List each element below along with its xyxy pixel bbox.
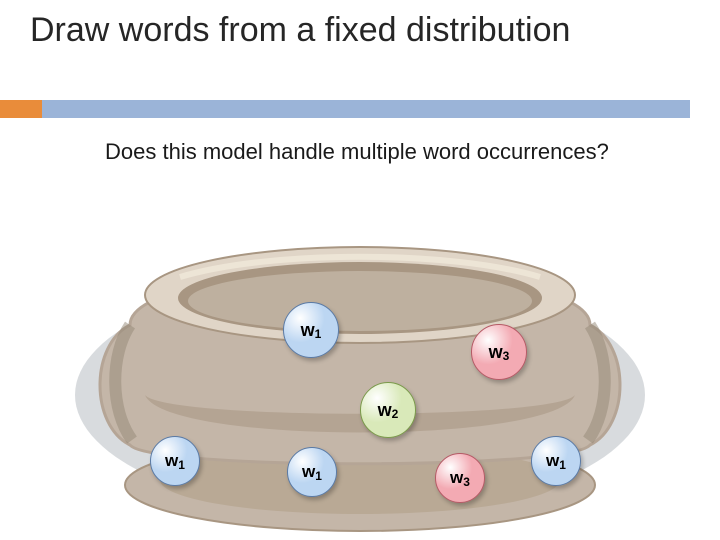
word-ball-w3: w3: [471, 324, 527, 380]
word-ball-w2: w2: [360, 382, 416, 438]
word-ball-w1: w1: [150, 436, 200, 486]
word-ball-w3: w3: [435, 453, 485, 503]
word-ball-w1: w1: [531, 436, 581, 486]
subtitle-region: Does this model handle multiple word occ…: [105, 138, 680, 166]
slide-title-region: Draw words from a fixed distribution: [0, 0, 720, 50]
title-accent: [0, 100, 42, 118]
diagram-region: [0, 215, 720, 535]
word-ball-w1: w1: [283, 302, 339, 358]
word-ball-w1: w1: [287, 447, 337, 497]
slide-title: Draw words from a fixed distribution: [30, 10, 690, 50]
subtitle-text: Does this model handle multiple word occ…: [105, 138, 680, 166]
title-rule: [15, 100, 690, 118]
